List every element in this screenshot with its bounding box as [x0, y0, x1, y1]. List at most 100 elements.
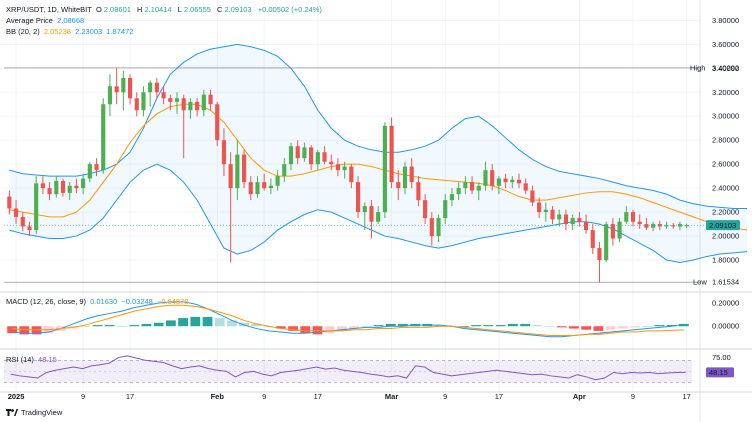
- macd-histogram-bar: [129, 325, 140, 327]
- candle-body: [597, 248, 602, 261]
- candle-body: [537, 202, 542, 213]
- macd-histogram-bar: [324, 326, 335, 334]
- candle-body: [114, 86, 119, 93]
- candle-body: [590, 230, 595, 249]
- price-tick-label: 2.80000: [712, 136, 739, 145]
- macd-histogram-bar: [385, 323, 396, 327]
- rsi-legend[interactable]: RSI (14) 48.15: [6, 355, 59, 364]
- candle-body: [644, 224, 649, 228]
- price-axis[interactable]: 3.80000 3.60000 3.40000 3.20000 3.00000 2.800…: [712, 16, 739, 362]
- bb-upper-line: [9, 43, 747, 210]
- time-tick-label: 17: [682, 392, 690, 401]
- macd-histogram-bar: [190, 316, 201, 327]
- macd-histogram-bar: [153, 322, 164, 327]
- time-tick-label: Apr: [573, 392, 586, 401]
- candle-body: [496, 178, 501, 186]
- bb-legend[interactable]: BB (20, 2) 2.05238 2.23003 1.87472: [6, 27, 135, 36]
- candle-body: [630, 212, 636, 222]
- macd-histogram-bar: [495, 325, 506, 327]
- bollinger-band-lines: [9, 43, 748, 263]
- candle-body: [376, 212, 381, 222]
- price-tick-label: 3.20000: [712, 88, 739, 97]
- macd-hist-value: 0.01630: [90, 297, 118, 306]
- candle-body: [47, 188, 52, 195]
- candle-body: [657, 224, 662, 227]
- symbol-title[interactable]: XRP/USDT, 1D, WhiteBIT: [6, 5, 92, 14]
- bb-basis-value: 2.05238: [43, 27, 71, 36]
- time-tick-label: 9: [81, 392, 85, 401]
- candle-body: [188, 101, 193, 111]
- macd-histogram-bar: [349, 326, 359, 329]
- macd-histogram-bar: [556, 326, 567, 328]
- macd-signal-line: [12, 304, 684, 337]
- time-tick-label: Mar: [385, 392, 398, 401]
- candle-body: [168, 98, 173, 102]
- candle-body: [94, 164, 99, 171]
- macd-histogram-bar: [104, 325, 115, 327]
- rsi-last-badge: [706, 367, 734, 378]
- macd-histogram-bar: [178, 318, 188, 327]
- macd-histogram-bar: [471, 325, 482, 327]
- macd-histogram-bar: [617, 326, 628, 329]
- macd-histogram-bar: [581, 326, 592, 330]
- high-value: 3.40292: [712, 63, 739, 72]
- candle-body: [181, 98, 186, 111]
- time-tick-label: 9: [443, 392, 447, 401]
- candle-body: [315, 152, 320, 165]
- candle-body: [255, 182, 260, 195]
- time-tick-label: 17: [314, 392, 322, 401]
- rsi-label: RSI (14): [6, 355, 34, 364]
- price-tick-label: 3.00000: [712, 112, 739, 121]
- ohlc-c: C 2.09103: [217, 5, 252, 14]
- macd-histogram-bar: [141, 323, 152, 327]
- candle-body: [637, 221, 642, 225]
- tradingview-logo-icon: [6, 408, 18, 416]
- candle-body: [469, 182, 475, 191]
- macd-histogram-bar: [166, 320, 176, 327]
- price-tick-label: 2.20000: [712, 208, 739, 217]
- candle-body: [671, 225, 676, 227]
- candle-body: [570, 218, 575, 225]
- candle-body: [402, 166, 408, 189]
- macd-histogram-bar: [593, 326, 604, 331]
- time-tick-label: 17: [495, 392, 503, 401]
- candle-body: [523, 183, 528, 191]
- candle-body: [322, 152, 327, 162]
- avg-price-legend[interactable]: Average Price 2.08668: [6, 16, 86, 25]
- candle-body: [510, 179, 515, 183]
- candle-body: [610, 224, 615, 239]
- macd-tick-label: 0.20000: [712, 298, 739, 307]
- macd-histogram-bar: [31, 326, 42, 335]
- macd-tick-label: 0.00000: [712, 322, 739, 331]
- time-axis[interactable]: 2025 9 17 Feb 9 17 Mar 9 17 Apr 9 17: [8, 392, 691, 401]
- macd-histogram-bar: [80, 326, 91, 328]
- avg-price-value: 2.08668: [57, 16, 85, 25]
- price-markers: High 3.40292 Low 1.61534 2.09103 48.15: [4, 63, 740, 378]
- rsi-value: 48.15: [38, 355, 57, 364]
- candle-body: [389, 125, 394, 183]
- candle-body: [54, 180, 59, 195]
- candle-body: [563, 214, 569, 225]
- candle-body: [208, 94, 213, 105]
- macd-legend[interactable]: MACD (12, 26, close, 9) 0.01630 −0.03248…: [6, 297, 190, 306]
- macd-histogram-bar: [630, 326, 640, 328]
- tradingview-brand[interactable]: TradingView: [6, 408, 62, 417]
- macd-label: MACD (12, 26, close, 9): [6, 297, 87, 306]
- time-tick-label: 17: [126, 392, 134, 401]
- candle-body: [396, 182, 401, 189]
- candle-body: [161, 92, 166, 99]
- candlestick-series: [7, 68, 689, 283]
- macd-line: [12, 301, 684, 338]
- avg-price-label: Average Price: [6, 16, 53, 25]
- candle-body: [443, 200, 448, 219]
- price-tick-label: 3.60000: [712, 40, 739, 49]
- macd-pane: [7, 301, 689, 338]
- low-value: 1.61534: [712, 278, 739, 287]
- macd-signal-value: −0.04878: [156, 297, 189, 306]
- candle-body: [228, 164, 233, 189]
- time-tick-label: 9: [262, 392, 266, 401]
- macd-histogram-bar: [251, 323, 262, 327]
- price-tick-label: 1.80000: [712, 256, 739, 265]
- time-tick-label: 2025: [8, 392, 25, 401]
